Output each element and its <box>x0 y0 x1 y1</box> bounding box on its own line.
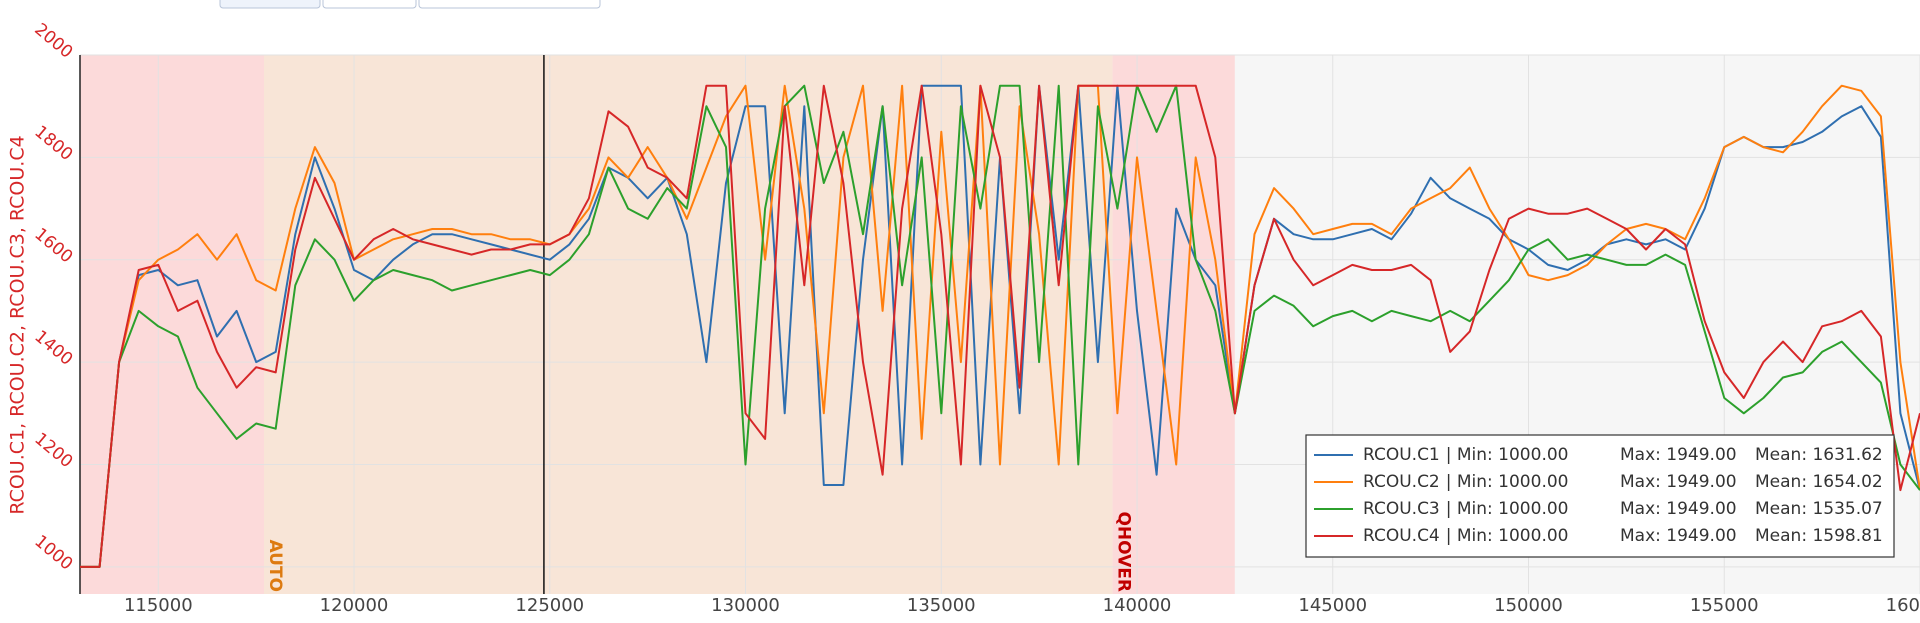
button[interactable] <box>418 0 601 9</box>
y-tick-label: 1000 <box>30 531 76 574</box>
legend-stat: | Min: 1000.00 <box>1446 499 1569 519</box>
legend-stat: Mean: 1654.02 <box>1755 472 1883 492</box>
legend-stat: Mean: 1598.81 <box>1755 526 1883 546</box>
button[interactable] <box>322 0 417 9</box>
legend-stat: Max: 1949.00 <box>1620 472 1737 492</box>
toolbar <box>219 0 601 9</box>
x-tick-label: 135000 <box>907 595 976 616</box>
x-tick-label: 125000 <box>515 595 584 616</box>
y-tick-label: 1600 <box>30 224 76 267</box>
y-tick-label: 2000 <box>30 20 76 63</box>
x-tick-label: 160000 <box>1886 595 1920 616</box>
legend-stat: Max: 1949.00 <box>1620 445 1737 465</box>
y-axis-title: RCOU.C1, RCOU.C2, RCOU.C3, RCOU.C4 <box>7 135 29 514</box>
legend-stat: | Min: 1000.00 <box>1446 445 1569 465</box>
x-tick-label: 130000 <box>711 595 780 616</box>
mode-region <box>80 55 264 594</box>
mode-label: AUTO <box>265 540 285 593</box>
legend-stat: Max: 1949.00 <box>1620 499 1737 519</box>
legend: RCOU.C1 | Min: 1000.00 Max: 1949.00 Mean: 1… <box>1305 434 1895 558</box>
legend-stat: | Min: 1000.00 <box>1446 472 1569 492</box>
legend-stat: Mean: 1535.07 <box>1755 499 1883 519</box>
y-tick-label: 1800 <box>30 122 76 165</box>
series-line <box>80 84 1920 568</box>
legend-stat: | Min: 1000.00 <box>1446 526 1569 546</box>
lines <box>80 84 1920 568</box>
button[interactable] <box>219 0 321 9</box>
mode-label: QHOVER <box>1114 511 1134 592</box>
series-line <box>80 84 1920 568</box>
x-tick-label: 115000 <box>124 595 193 616</box>
legend-stat: Mean: 1631.62 <box>1755 445 1883 465</box>
y-tick-label: 1200 <box>30 429 76 472</box>
legend-stat: Max: 1949.00 <box>1620 526 1737 546</box>
legend-label: RCOU.C4 <box>1363 526 1440 546</box>
y-tick-label: 1400 <box>30 327 76 370</box>
mode-region <box>264 55 1113 594</box>
legend-box <box>1305 434 1895 558</box>
legend-label: RCOU.C3 <box>1363 499 1440 519</box>
mode-region <box>1112 55 1235 594</box>
x-tick-label: 140000 <box>1103 595 1172 616</box>
x-tick-label: 145000 <box>1298 595 1367 616</box>
x-tick-label: 120000 <box>320 595 389 616</box>
x-tick-label: 150000 <box>1494 595 1563 616</box>
legend-label: RCOU.C1 <box>1363 445 1440 465</box>
x-tick-label: 155000 <box>1690 595 1759 616</box>
legend-label: RCOU.C2 <box>1363 472 1440 492</box>
series-line <box>80 84 1920 568</box>
